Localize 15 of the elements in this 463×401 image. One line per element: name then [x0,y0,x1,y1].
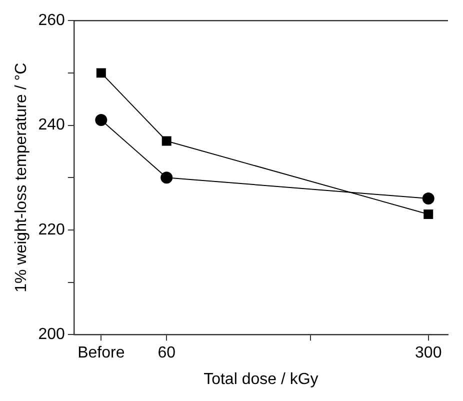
point [424,209,434,219]
y-tick-label: 240 [38,116,65,134]
y-tick-label: 220 [38,221,65,238]
y-axis-title: 1% weight-loss temperature / °C [13,62,30,292]
point [422,192,434,205]
y-tick-label: 200 [38,326,65,344]
point [162,136,172,146]
x-tick-label: 60 [158,344,176,362]
point [96,68,106,78]
x-axis-title: Total dose / kGy [204,370,318,388]
x-tick-label: Before [78,344,125,362]
point [95,114,108,126]
x-tick-label: 300 [415,344,442,362]
point [160,172,173,184]
y-tick-label: 260 [38,12,65,30]
